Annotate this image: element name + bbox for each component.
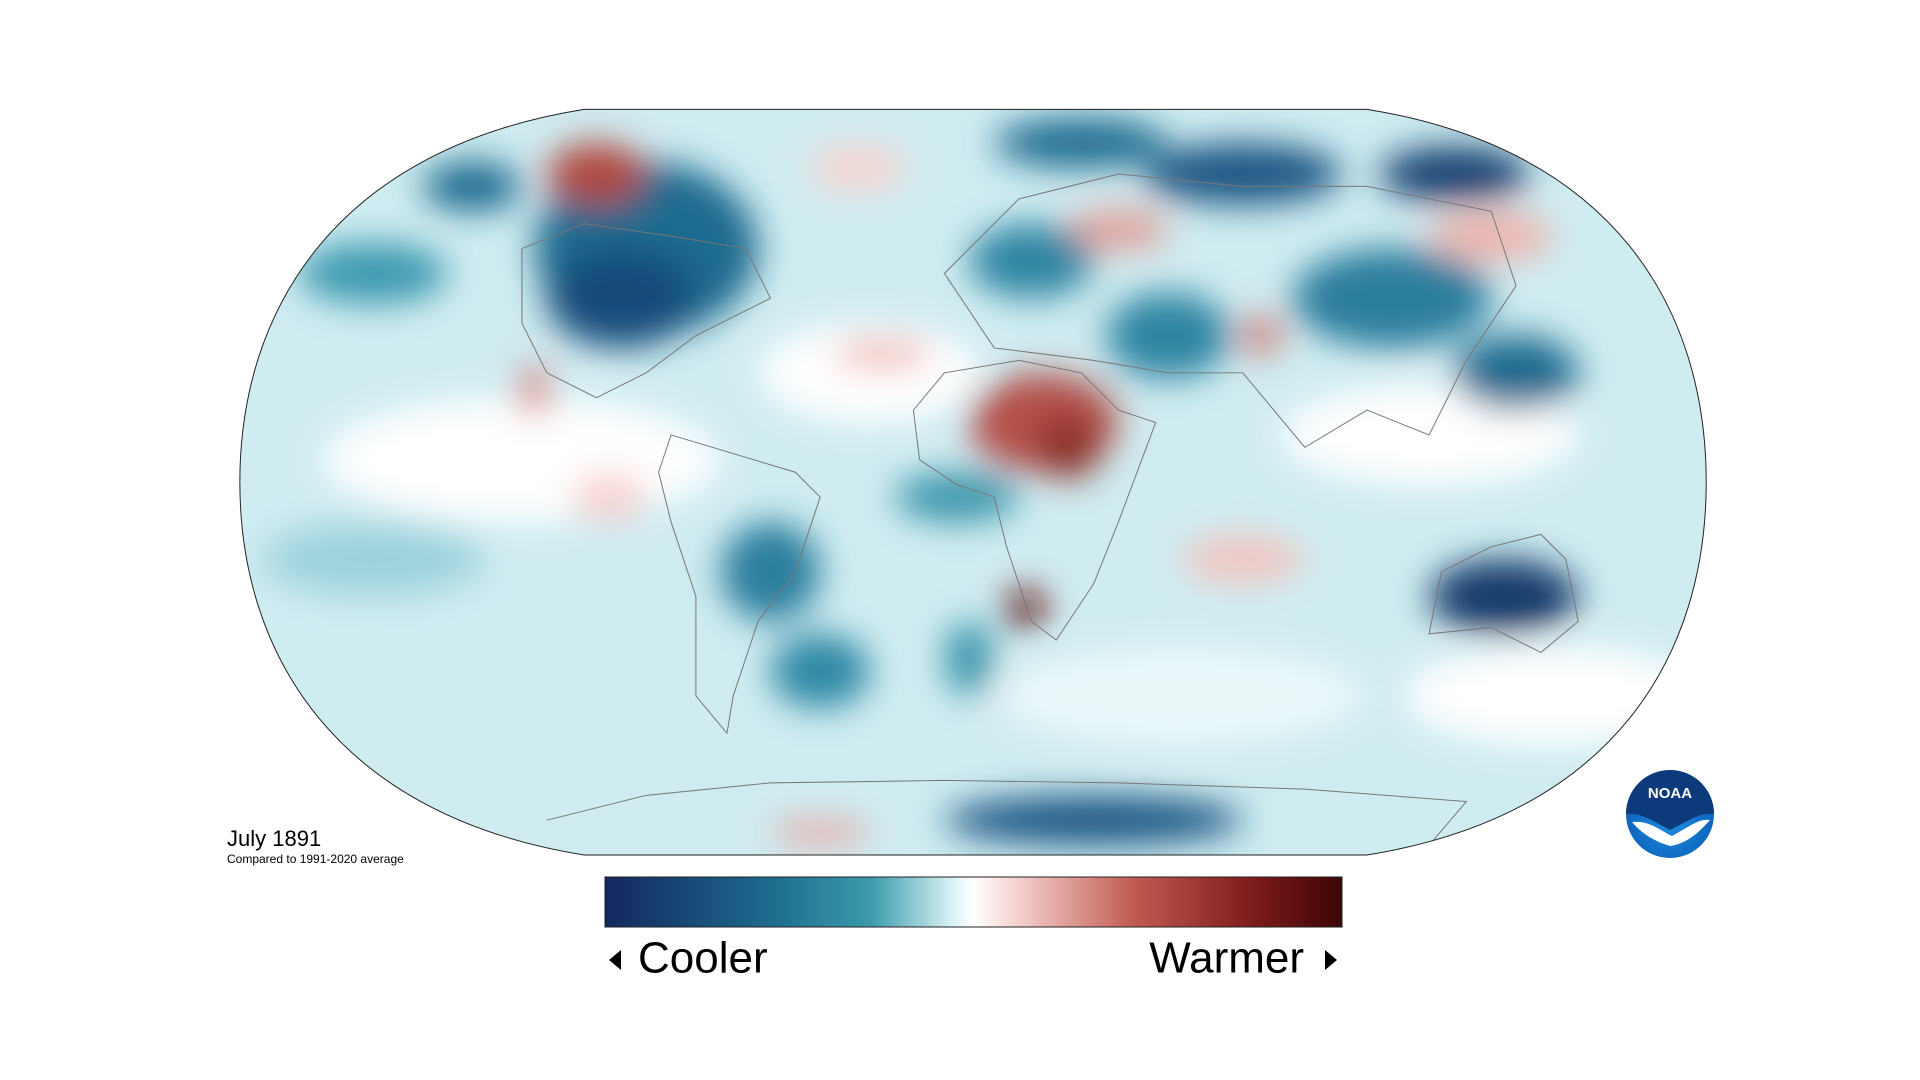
warmer-label: Warmer: [1149, 934, 1304, 983]
cooler-arrow: [609, 950, 621, 970]
map-outline: [239, 108, 1707, 856]
noaa-logo: NOAA: [1626, 770, 1714, 858]
map-subtitle: Compared to 1991-2020 average: [227, 852, 404, 866]
color-bar: [604, 876, 1343, 928]
warmer-arrow: [1325, 950, 1337, 970]
coastlines: [521, 173, 1579, 846]
map-title: July 1891: [227, 826, 321, 851]
anomaly-field: [239, 109, 1707, 855]
map-area: [239, 108, 1707, 856]
noaa-logo-text: NOAA: [1648, 785, 1692, 802]
cooler-label: Cooler: [638, 934, 768, 983]
